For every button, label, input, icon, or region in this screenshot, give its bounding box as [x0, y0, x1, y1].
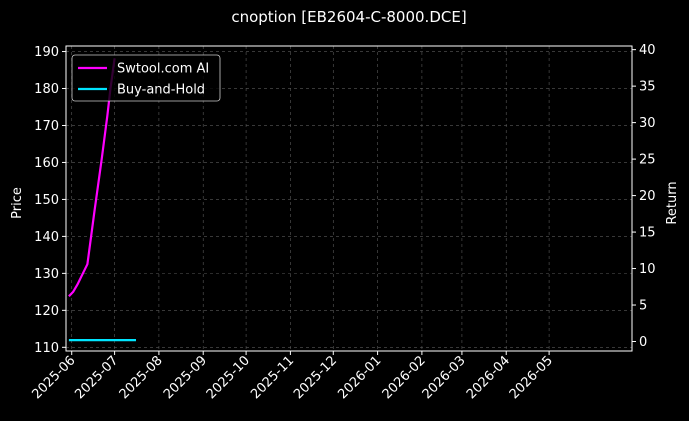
y-right-tick-label: 35	[639, 80, 656, 95]
y-left-tick-label: 160	[34, 156, 59, 171]
y-right-tick-label: 5	[639, 299, 647, 314]
y-axis-right-label: Return	[665, 181, 680, 224]
y-left-tick-label: 170	[34, 119, 59, 134]
legend: Swtool.com AI Buy-and-Hold	[71, 54, 221, 102]
y-left-tick-label: 190	[34, 45, 59, 60]
y-right-tick-label: 10	[639, 262, 656, 277]
legend-label: Swtool.com AI	[117, 62, 209, 77]
y-right-tick-label: 15	[639, 226, 656, 241]
y-right-tick-label: 25	[639, 153, 656, 168]
series-line-swtool-com-ai	[68, 58, 116, 298]
y-axis-left-label: Price	[10, 187, 25, 219]
y-right-tick-label: 0	[639, 335, 647, 350]
y-right-tick-label: 30	[639, 116, 656, 131]
y-left-tick-label: 180	[34, 82, 59, 97]
y-right-tick-label: 20	[639, 189, 656, 204]
y-axis-left: 110 120 130 140 150 160 170 180 190	[34, 45, 66, 356]
chart-title: cnoption [EB2604-C-8000.DCE]	[231, 8, 466, 26]
y-left-tick-label: 150	[34, 193, 59, 208]
y-axis-right: 0 5 10 15 20 25 30 35 40	[632, 43, 656, 350]
y-right-tick-label: 40	[639, 43, 656, 58]
plot-frame	[65, 45, 633, 352]
y-left-tick-label: 120	[34, 304, 59, 319]
y-left-tick-label: 140	[34, 230, 59, 245]
y-left-tick-label: 110	[34, 341, 59, 356]
y-left-tick-label: 130	[34, 267, 59, 282]
legend-box	[71, 54, 221, 102]
plot-area	[68, 58, 136, 342]
legend-label: Buy-and-Hold	[117, 83, 205, 98]
